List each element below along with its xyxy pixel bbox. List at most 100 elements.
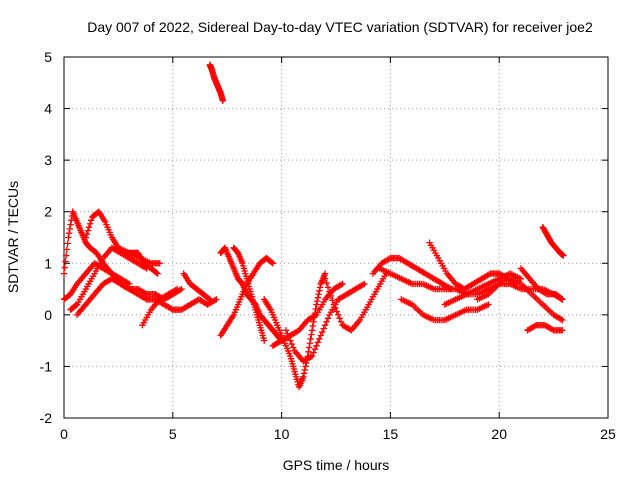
data-point bbox=[168, 305, 175, 313]
series-arc-9 bbox=[206, 61, 227, 105]
data-point bbox=[559, 316, 566, 324]
y-tick-label: -1 bbox=[40, 358, 53, 374]
data-point bbox=[60, 270, 68, 277]
data-point bbox=[558, 295, 565, 302]
series-arc-19 bbox=[398, 296, 492, 324]
data-point bbox=[485, 271, 493, 278]
series-arc-8 bbox=[180, 270, 213, 303]
data-point bbox=[307, 335, 314, 343]
data-point bbox=[312, 305, 319, 313]
data-point bbox=[316, 335, 323, 343]
series-arc-23 bbox=[517, 265, 566, 303]
data-point bbox=[288, 340, 295, 348]
data-point bbox=[62, 252, 70, 259]
y-tick-label: 2 bbox=[44, 204, 52, 220]
data-point bbox=[86, 220, 94, 227]
data-point bbox=[63, 246, 71, 253]
data-point bbox=[260, 337, 268, 344]
data-point bbox=[559, 327, 566, 334]
data-point bbox=[330, 301, 338, 308]
data-point bbox=[334, 311, 342, 319]
y-tick-label: 0 bbox=[44, 307, 52, 323]
data-point bbox=[156, 260, 163, 267]
data-point bbox=[282, 327, 290, 334]
x-tick-label: 15 bbox=[383, 426, 399, 442]
data-point bbox=[557, 315, 565, 323]
data-point bbox=[219, 97, 227, 105]
data-point bbox=[531, 322, 538, 330]
data-point bbox=[385, 255, 393, 263]
y-tick-label: 1 bbox=[44, 255, 52, 271]
x-axis-label: GPS time / hours bbox=[283, 457, 390, 473]
axis-ticks: 0 5 10 15 20 25 -2 -1 0 1 2 3 4 5 bbox=[40, 49, 616, 442]
y-tick-label: 5 bbox=[44, 49, 52, 65]
data-point bbox=[548, 326, 556, 333]
grid bbox=[64, 57, 608, 418]
data-point bbox=[327, 292, 335, 300]
x-tick-label: 20 bbox=[491, 426, 507, 442]
data-point bbox=[309, 322, 316, 330]
data-point bbox=[62, 258, 69, 265]
data-point bbox=[337, 281, 345, 288]
data-point bbox=[211, 297, 219, 304]
data-point bbox=[313, 297, 321, 305]
data-point bbox=[287, 337, 294, 344]
data-point bbox=[311, 312, 319, 319]
series-arc-14 bbox=[269, 280, 346, 349]
data-point bbox=[317, 332, 324, 339]
data-point bbox=[173, 285, 181, 293]
x-tick-label: 10 bbox=[274, 426, 290, 442]
data-point bbox=[308, 331, 315, 338]
data-point bbox=[302, 363, 309, 370]
data-point bbox=[308, 352, 316, 360]
data-point bbox=[310, 349, 317, 356]
data-point bbox=[284, 330, 291, 337]
data-point bbox=[324, 284, 332, 291]
data-point bbox=[559, 296, 566, 303]
data-point bbox=[300, 373, 307, 380]
series-arc-15 bbox=[282, 280, 368, 365]
data-point bbox=[320, 325, 327, 332]
data-point bbox=[305, 344, 313, 351]
data-point bbox=[153, 269, 160, 276]
data-point bbox=[290, 344, 297, 351]
data-point bbox=[82, 234, 89, 241]
data-point bbox=[64, 240, 71, 247]
data-point bbox=[332, 304, 339, 312]
data-point bbox=[65, 230, 73, 237]
series-arc-7 bbox=[139, 285, 181, 329]
data-point bbox=[339, 280, 346, 288]
data-point bbox=[268, 259, 276, 266]
data-point bbox=[315, 291, 322, 298]
data-point bbox=[88, 217, 95, 224]
plot-frame bbox=[63, 56, 609, 419]
data-point bbox=[213, 296, 220, 303]
data-point bbox=[323, 318, 330, 325]
data-point bbox=[301, 366, 309, 374]
data-point bbox=[205, 295, 212, 302]
data-point bbox=[206, 296, 213, 303]
data-point bbox=[313, 342, 320, 349]
series-arc-20 bbox=[426, 239, 520, 293]
data-point bbox=[313, 301, 320, 308]
data-point bbox=[85, 223, 93, 231]
data-point bbox=[61, 264, 68, 271]
data-point bbox=[346, 326, 353, 333]
data-point bbox=[311, 346, 319, 353]
series-arc-5 bbox=[73, 275, 220, 319]
y-axis-label: SDTVAR / TECUs bbox=[5, 181, 21, 293]
data-point bbox=[321, 275, 329, 282]
data-point bbox=[361, 280, 368, 288]
x-tick-label: 5 bbox=[169, 426, 177, 442]
data-point bbox=[308, 327, 316, 334]
data-point bbox=[67, 221, 74, 228]
data-point bbox=[323, 279, 330, 287]
data-point bbox=[84, 227, 92, 234]
data-point bbox=[314, 339, 322, 346]
data-point bbox=[485, 301, 492, 308]
y-tick-label: 3 bbox=[44, 152, 52, 168]
data-point bbox=[65, 234, 72, 241]
data-point bbox=[542, 290, 549, 297]
series-arc-16 bbox=[321, 270, 390, 334]
